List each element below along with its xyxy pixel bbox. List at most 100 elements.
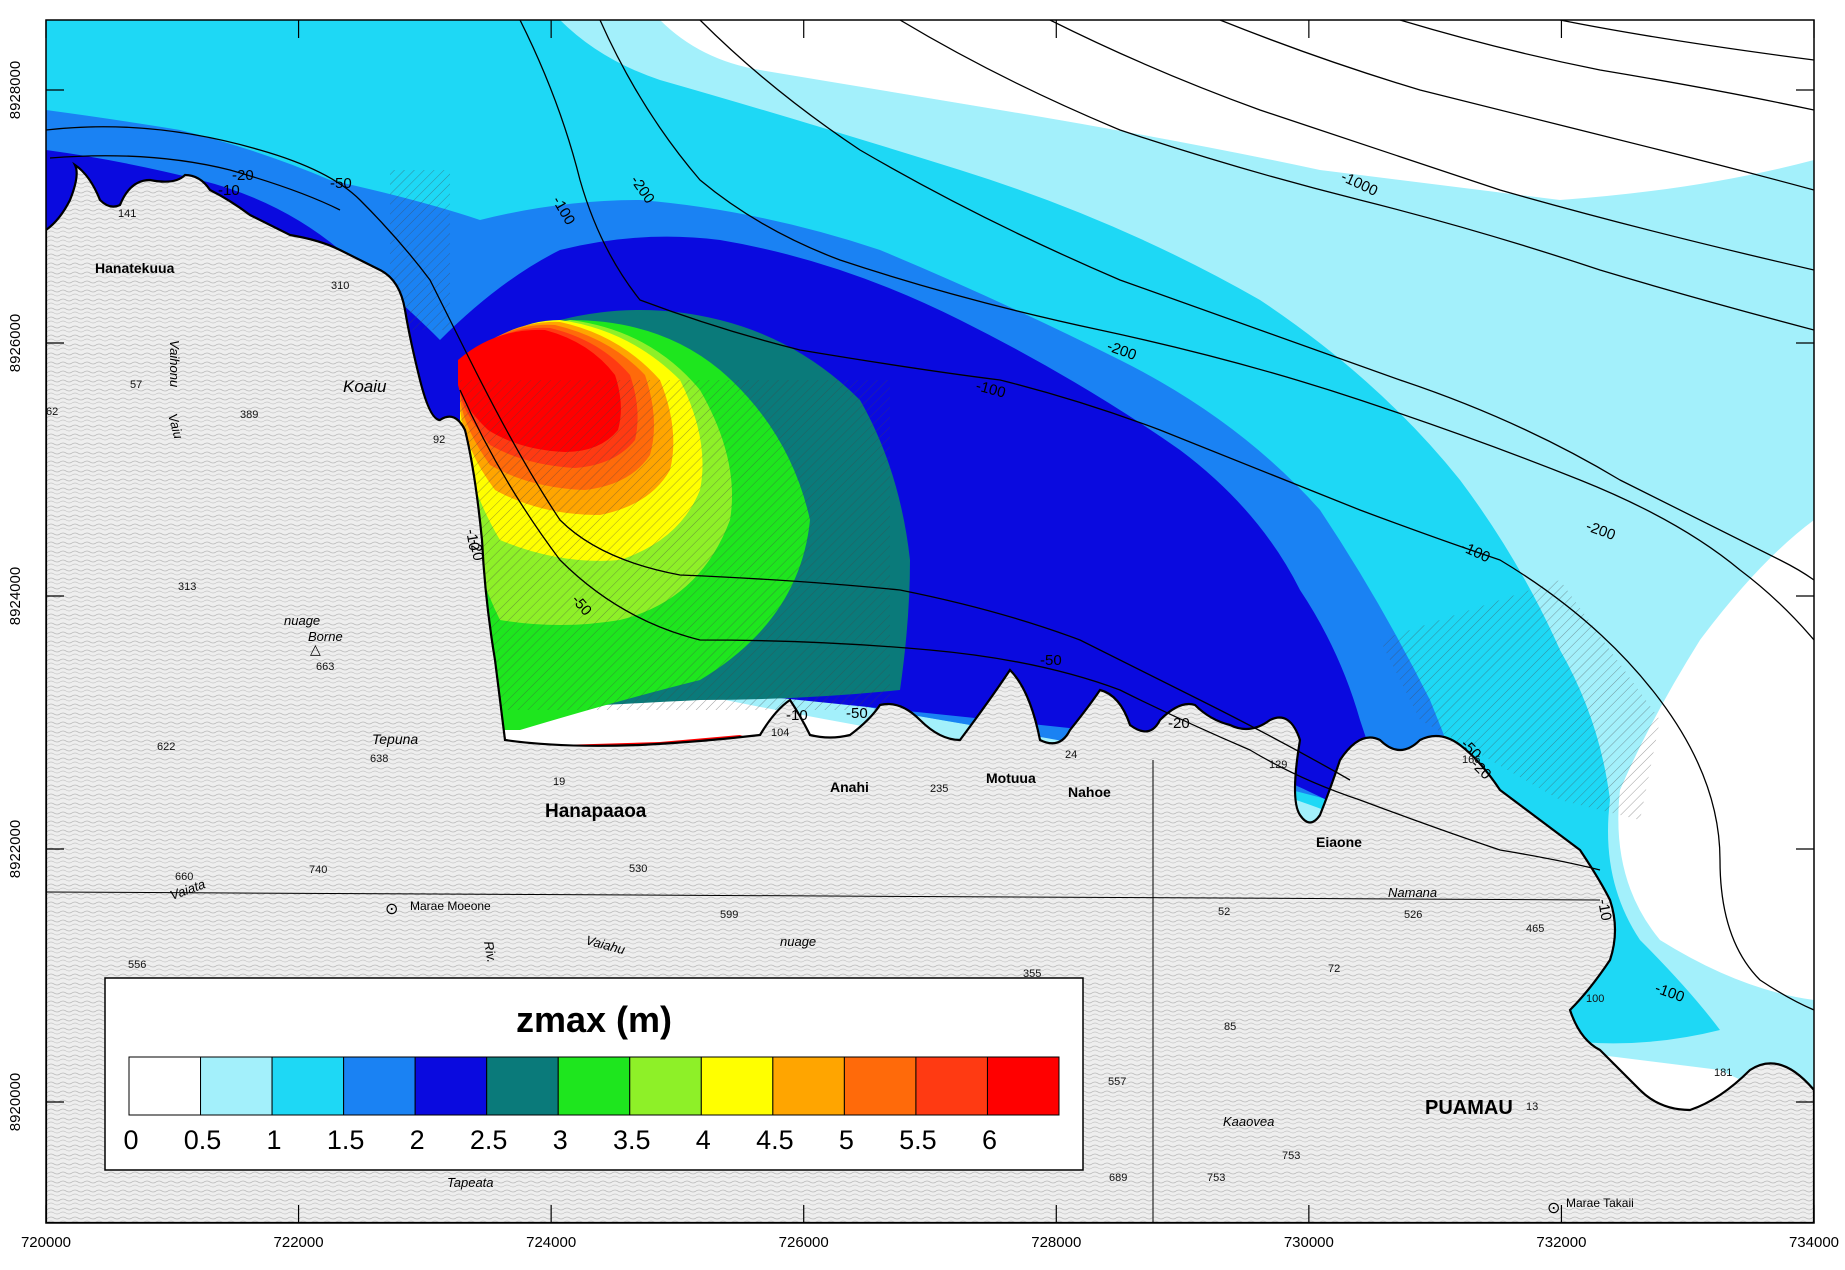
place-vaiu: Vaiu [165, 412, 186, 441]
place-tapeata: Tapeata [447, 1175, 494, 1190]
spot-height: 753 [1207, 1172, 1225, 1184]
grid-line [46, 891, 1601, 901]
legend-tick-label: 4.5 [756, 1125, 794, 1155]
legend: zmax (m) 0 0.5 1 1.5 2 2.5 3 3.5 4 4.5 5 5.5 6 [104, 977, 1084, 1171]
x-tick-label: 722000 [274, 1234, 324, 1251]
x-tick-label: 724000 [526, 1234, 576, 1251]
x-tick-label: 726000 [779, 1234, 829, 1251]
spot-height: 638 [370, 753, 388, 765]
contour-line [1219, 20, 1814, 191]
legend-swatch [700, 1056, 774, 1116]
legend-tick-label: 0.5 [184, 1125, 222, 1155]
spot-height: 129 [1269, 759, 1287, 771]
contour-line [1399, 20, 1814, 111]
legend-title: zmax (m) [516, 999, 672, 1040]
spot-height: 62 [46, 406, 58, 418]
depth-label: -20 [232, 167, 254, 184]
place-vaihonu: Vaihonu [167, 340, 182, 387]
place-motuua: Motuua [986, 770, 1036, 786]
legend-tick-label: 2.5 [470, 1125, 508, 1155]
legend-swatch [271, 1056, 345, 1116]
contour-line [46, 126, 1351, 781]
map-area: -10 -20 -50 -100 -200 -1000 -200 -100 -2… [46, 20, 1814, 1223]
y-tick-label: 8922000 [7, 820, 24, 878]
legend-swatch [557, 1056, 631, 1116]
spot-height: 181 [1714, 1067, 1732, 1079]
contour-line [49, 155, 341, 211]
contour-line [599, 20, 1814, 641]
spot-height: 313 [178, 581, 196, 593]
marae-icon: ⊙ [385, 899, 398, 918]
contour-line [699, 20, 1814, 581]
legend-swatch [128, 1056, 202, 1116]
legend-swatch [414, 1056, 488, 1116]
legend-swatch [843, 1056, 917, 1116]
legend-tick-label: 5 [839, 1125, 854, 1155]
depth-label: -20 [466, 538, 487, 562]
legend-swatch [200, 1056, 273, 1116]
place-eiaone: Eiaone [1316, 834, 1362, 850]
spot-height: 85 [1224, 1021, 1236, 1033]
legend-tick-label: 1.5 [327, 1125, 365, 1155]
contour-line [1559, 20, 1814, 61]
spot-height: 389 [240, 409, 258, 421]
x-tick-label: 720000 [21, 1234, 71, 1251]
bathymetry-contours [46, 20, 1814, 1011]
legend-swatch [772, 1056, 845, 1116]
depth-label: -10 [1594, 898, 1615, 922]
place-tepuna: Tepuna [372, 731, 418, 747]
spot-height: 72 [1328, 963, 1340, 975]
marae-icon: ⊙ [1547, 1198, 1560, 1217]
y-tick-label: 8920000 [7, 1073, 24, 1131]
depth-label: -50 [846, 705, 868, 722]
legend-tick-label: 1 [267, 1125, 282, 1155]
spot-height: 57 [130, 379, 142, 391]
legend-tick-labels: 0 0.5 1 1.5 2 2.5 3 3.5 4 4.5 5 5.5 6 [123, 1125, 996, 1155]
legend-tick-label: 3 [553, 1125, 568, 1155]
spot-height: 599 [720, 909, 738, 921]
spot-height: 92 [433, 434, 445, 446]
spot-height: 355 [1023, 968, 1041, 980]
depth-label: -50 [330, 175, 352, 192]
contour-line [1049, 20, 1814, 271]
place-hanapaaoa: Hanapaaoa [545, 801, 647, 822]
place-riv: Riv. [481, 940, 499, 964]
place-names: PUAMAU Hanapaaoa Hanatekuua Koaiu Tepuna… [95, 260, 1634, 1210]
x-tick-label: 728000 [1031, 1234, 1081, 1251]
spot-height: 526 [1404, 909, 1422, 921]
spot-height: 753 [1282, 1150, 1300, 1162]
spot-height: 465 [1526, 923, 1544, 935]
x-axis: 720000 722000 724000 726000 728000 730000 7320… [21, 20, 1839, 1251]
spot-height: 689 [1109, 1172, 1127, 1184]
y-tick-label: 8926000 [7, 314, 24, 372]
legend-swatch [343, 1056, 416, 1116]
legend-tick-label: 2 [410, 1125, 425, 1155]
spot-height: 740 [309, 864, 327, 876]
spot-height: 557 [1108, 1076, 1126, 1088]
place-marae-moeone: Marae Moeone [410, 899, 491, 913]
spot-height: 141 [118, 208, 136, 220]
legend-swatch [986, 1056, 1060, 1116]
legend-swatch [915, 1056, 988, 1116]
y-axis: 8928000 8926000 8924000 8922000 8920000 [7, 61, 1814, 1131]
spot-height: 235 [930, 783, 948, 795]
depth-label: -20 [1168, 715, 1190, 732]
legend-tick-label: 4 [696, 1125, 711, 1155]
contour-line [899, 20, 1814, 331]
triangle-icon: △ [310, 642, 321, 658]
legend-colorbar [128, 1056, 1060, 1116]
legend-tick-label: 5.5 [899, 1125, 937, 1155]
legend-swatch [486, 1056, 559, 1116]
depth-label: -50 [1040, 652, 1062, 669]
spot-height: 622 [157, 741, 175, 753]
spot-height: 52 [1218, 906, 1230, 918]
map-frame [45, 19, 1815, 1224]
place-puamau: PUAMAU [1425, 1097, 1513, 1119]
place-borne: Borne [308, 629, 343, 644]
place-marae-takaii: Marae Takaii [1566, 1196, 1634, 1210]
land-topography [46, 161, 1814, 1223]
legend-tick-label: 0 [123, 1125, 138, 1155]
spot-height: 530 [629, 863, 647, 875]
place-nuage-1: nuage [284, 613, 320, 628]
